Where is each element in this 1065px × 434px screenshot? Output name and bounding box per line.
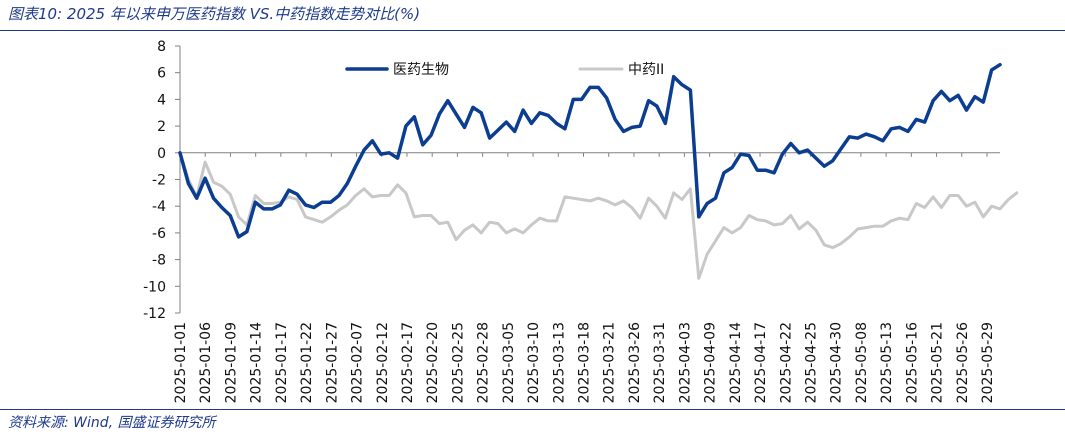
x-tick-label: 2025-05-29: [980, 322, 996, 403]
x-tick-label: 2025-04-14: [728, 322, 744, 403]
y-tick-label: -6: [152, 226, 166, 242]
x-tick-label: 2025-04-03: [677, 322, 693, 403]
figure-title: 图表10: 2025 年以来申万医药指数 VS.中药指数走势对比(%): [8, 5, 421, 23]
x-tick-label: 2025-05-26: [955, 322, 971, 403]
x-tick-label: 2025-02-07: [350, 322, 366, 403]
x-tick-label: 2025-01-27: [324, 322, 340, 403]
x-tick-label: 2025-01-01: [173, 322, 189, 403]
x-tick-label: 2025-03-21: [602, 322, 618, 403]
x-tick-label: 2025-02-17: [400, 322, 416, 403]
x-tick-label: 2025-01-09: [223, 322, 239, 403]
chart-legend: 医药生物 中药II: [345, 62, 664, 78]
y-tick-label: -8: [152, 253, 166, 269]
x-tick-label: 2025-04-22: [778, 322, 794, 403]
title-rule: [0, 30, 1065, 31]
x-tick-label: 2025-02-28: [476, 322, 492, 403]
x-tick-label: 2025-01-17: [274, 322, 290, 403]
x-tick-label: 2025-02-12: [375, 322, 391, 403]
y-tick-label: 6: [157, 66, 166, 82]
y-tick-label: 8: [157, 39, 166, 55]
y-tick-label: -2: [152, 173, 166, 189]
series-layer: [178, 62, 1019, 280]
x-tick-label: 2025-01-06: [198, 322, 214, 403]
series-line-secondary: [178, 151, 1019, 280]
x-tick-label: 2025-05-13: [879, 322, 895, 403]
x-tick-label: 2025-01-14: [249, 322, 265, 403]
source-rule: [0, 409, 1065, 410]
x-tick-label: 2025-05-08: [854, 322, 870, 403]
legend-label: 中药II: [628, 62, 664, 78]
x-tick-label: 2025-02-20: [425, 322, 441, 403]
y-tick-label: -12: [143, 306, 166, 322]
x-tick-label: 2025-03-10: [526, 322, 542, 403]
x-tick-label: 2025-05-16: [904, 322, 920, 403]
x-tick-label: 2025-03-13: [551, 322, 567, 403]
source-note: 资料来源: Wind, 国盛证券研究所: [8, 415, 216, 431]
y-tick-label: 0: [157, 146, 166, 162]
x-tick-label: 2025-04-25: [803, 322, 819, 403]
chart-axes: 8 6 4 2 0 -2 -4 -6 -8 -10 -12 2025-01-01 2025-01-06 2…: [143, 39, 1000, 403]
y-tick-label: 2: [157, 119, 166, 135]
series-line-main: [178, 62, 1002, 239]
y-tick-label: -4: [152, 199, 166, 215]
x-tick-label: 2025-03-18: [577, 322, 593, 403]
x-tick-label: 2025-03-26: [627, 322, 643, 403]
x-tick-label: 2025-04-17: [753, 322, 769, 403]
y-tick-label: -10: [143, 279, 166, 295]
x-tick-label: 2025-03-31: [652, 322, 668, 403]
x-tick-label: 2025-04-30: [829, 322, 845, 403]
line-chart: 8 6 4 2 0 -2 -4 -6 -8 -10 -12 2025-01-01 2025-01-06 2…: [143, 39, 1019, 403]
x-tick-label: 2025-02-25: [450, 322, 466, 403]
y-tick-label: 4: [157, 92, 166, 108]
x-tick-label: 2025-05-21: [930, 322, 946, 403]
x-tick-label: 2025-04-09: [703, 322, 719, 403]
x-tick-label: 2025-03-05: [501, 322, 517, 403]
legend-label: 医药生物: [393, 62, 449, 78]
x-tick-label: 2025-01-22: [299, 322, 315, 403]
